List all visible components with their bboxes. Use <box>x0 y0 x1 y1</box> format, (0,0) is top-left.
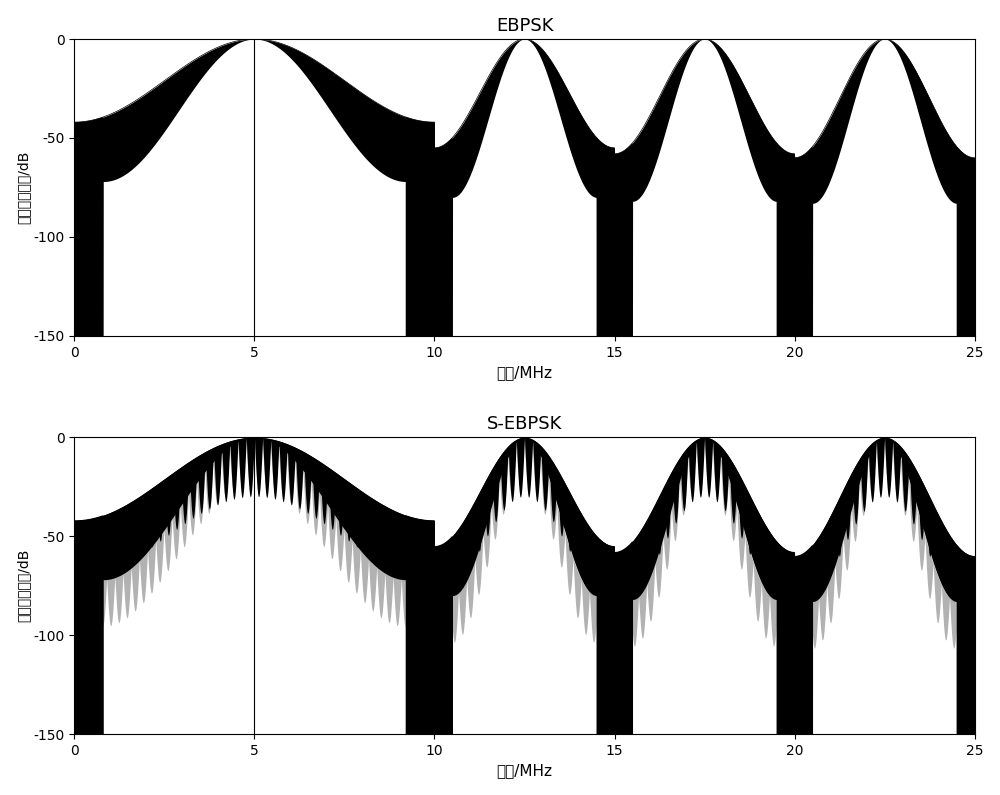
X-axis label: 频率/MHz: 频率/MHz <box>496 763 552 778</box>
Title: EBPSK: EBPSK <box>496 17 553 35</box>
X-axis label: 频率/MHz: 频率/MHz <box>496 365 552 380</box>
Y-axis label: 归一化功率谱/dB: 归一化功率谱/dB <box>17 549 31 622</box>
Title: S-EBPSK: S-EBPSK <box>487 415 562 432</box>
Y-axis label: 归一化功率谱/dB: 归一化功率谱/dB <box>17 151 31 224</box>
